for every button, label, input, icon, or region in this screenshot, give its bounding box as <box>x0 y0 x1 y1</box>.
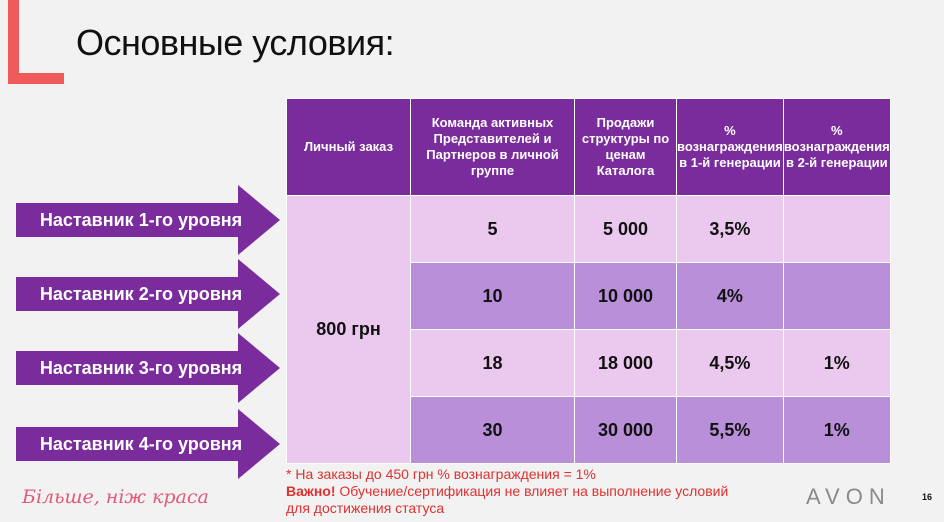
sales-value: 30 000 <box>574 396 677 464</box>
sales-value: 10 000 <box>574 262 677 330</box>
footnote: * На заказы до 450 грн % вознаграждения … <box>286 466 728 517</box>
team-value: 18 <box>410 329 575 397</box>
page-number: 16 <box>922 492 933 502</box>
table-row: 30 30 000 5,5% 1% <box>287 396 891 464</box>
footnote-line-2: Обучение/сертификация не влияет на выпол… <box>335 483 729 499</box>
corner-accent-mark <box>8 0 64 84</box>
sales-value: 18 000 <box>574 329 677 397</box>
page-title: Основные условия: <box>76 22 395 63</box>
arrow-shape-icon <box>16 409 280 479</box>
gen1-value: 3,5% <box>676 195 784 263</box>
header-team: Команда активных Представителей и Партне… <box>410 98 575 196</box>
team-value: 5 <box>410 195 575 263</box>
arrow-shape-icon <box>16 185 280 255</box>
header-sales: Продажи структуры по ценам Каталога <box>574 98 677 196</box>
gen2-value: 1% <box>782 329 891 397</box>
arrow-shape-icon <box>16 333 280 403</box>
brand-tagline: Більше, ніж краса <box>22 486 209 508</box>
team-value: 30 <box>410 396 575 464</box>
gen2-value: 1% <box>782 396 891 464</box>
gen2-value <box>782 262 891 330</box>
level-label: Наставник 2-го уровня <box>39 284 243 304</box>
gen1-value: 5,5% <box>676 396 784 464</box>
arrow-shape-icon <box>16 259 280 329</box>
level-label: Наставник 3-го уровня <box>39 358 243 378</box>
gen1-value: 4,5% <box>676 329 784 397</box>
sales-value: 5 000 <box>574 195 677 263</box>
table-row: 800 грн 5 5 000 3,5% <box>286 195 891 464</box>
footnote-line-1: * На заказы до 450 грн % вознаграждения … <box>286 466 596 482</box>
level-label: Наставник 1-го уровня <box>39 210 243 230</box>
gen1-value: 4% <box>676 262 784 330</box>
table-row: 10 10 000 4% <box>287 262 891 330</box>
header-personal-order: Личный заказ <box>286 98 411 196</box>
team-value: 10 <box>410 262 575 330</box>
personal-order-value: 800 грн <box>286 195 411 464</box>
header-gen1: % вознаграждения в 1-й генерации <box>676 98 784 196</box>
table-row: 18 18 000 4,5% 1% <box>287 329 891 397</box>
gen2-value <box>782 195 891 263</box>
conditions-table: Личный заказ Команда активных Представит… <box>286 98 891 464</box>
important-label: Важно! <box>286 483 336 499</box>
avon-logo: AVON <box>806 484 891 509</box>
footnote-line-3: для достижения статуса <box>286 500 445 516</box>
header-gen2: % вознаграждения в 2-й генерации <box>782 98 891 196</box>
level-label: Наставник 4-го уровня <box>39 434 243 454</box>
